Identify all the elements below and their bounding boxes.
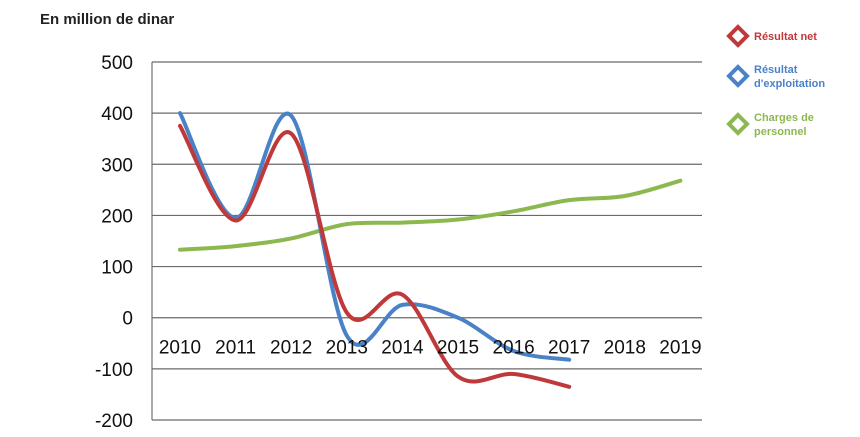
legend-marker-1 xyxy=(726,64,750,88)
x-tick-label: 2018 xyxy=(604,338,646,359)
y-tick-label: -200 xyxy=(95,411,133,432)
x-tick-label: 2017 xyxy=(548,338,590,359)
series-line-1 xyxy=(178,111,572,362)
series-lines xyxy=(178,111,683,389)
y-tick-label: 300 xyxy=(101,155,133,176)
grid-lines xyxy=(151,61,702,421)
x-tick-label: 2015 xyxy=(437,338,479,359)
legend-label-2: personnel xyxy=(754,126,807,138)
y-axis-ticks: 500 400 300 200 100 0 -100 -200 xyxy=(95,53,133,432)
legend-label-1: d'exploitation xyxy=(754,78,825,90)
legend-marker-0 xyxy=(726,24,750,48)
x-tick-label: 2016 xyxy=(492,338,534,359)
y-tick-label: 200 xyxy=(101,206,133,227)
series-line-0 xyxy=(178,123,572,389)
x-tick-label: 2011 xyxy=(215,338,256,359)
y-tick-label: 400 xyxy=(101,104,133,125)
legend: Résultat net Résultat d'exploitation Charge… xyxy=(726,24,825,138)
y-tick-label: 500 xyxy=(101,53,133,74)
x-tick-label: 2012 xyxy=(270,338,312,359)
series-line-2 xyxy=(178,178,683,252)
unit-label: En million de dinar xyxy=(40,11,174,28)
y-tick-label: 100 xyxy=(101,258,133,279)
x-tick-label: 2013 xyxy=(326,338,368,359)
y-tick-label: -100 xyxy=(95,360,133,381)
y-tick-label: 0 xyxy=(122,309,133,330)
legend-label-2: Charges de xyxy=(754,112,814,124)
x-axis-ticks: 2010 2011 2012 2013 2014 2015 2016 2017 2018 2019 xyxy=(159,338,702,359)
x-tick-label: 2019 xyxy=(659,338,701,359)
legend-marker-2 xyxy=(726,112,750,136)
x-tick-label: 2014 xyxy=(381,338,424,359)
legend-label-1: Résultat xyxy=(754,64,798,76)
legend-label-0: Résultat net xyxy=(754,31,817,43)
x-tick-label: 2010 xyxy=(159,338,201,359)
